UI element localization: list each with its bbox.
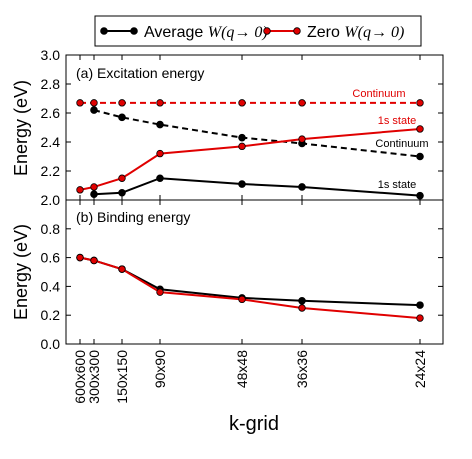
panel-a-data-point: [156, 174, 164, 183]
panel-b-data-point: [76, 253, 84, 262]
panel-b-data-point: [416, 301, 424, 309]
panel-b-series-line-0: [79, 256, 421, 307]
legend-label-zero: Zero W(q→ 0): [307, 24, 404, 41]
legend-marker-zero: [263, 27, 271, 35]
x-tick-label: 300x300: [86, 350, 102, 404]
panel-a-data-point: [76, 99, 84, 107]
panel-a-data-point: [156, 149, 164, 158]
annotation-continuum-zero: Continuum: [352, 88, 405, 100]
x-tick-label: 36x36: [294, 350, 310, 388]
panel-b-title: (b) Binding energy: [76, 209, 190, 225]
panel-b: (b) Binding energy 0.0 0.2 0.4 0.6 0.8: [41, 199, 444, 352]
panel-a-ytick-label: 3.0: [41, 47, 61, 63]
x-tick-label: 600x600: [72, 350, 88, 404]
panel-b-ytick-label: 0.8: [41, 221, 61, 237]
panel-a-title: (a) Excitation energy: [76, 65, 204, 81]
panel-a-ytick-label: 2.2: [41, 163, 61, 179]
panel-a-data-point: [118, 113, 126, 122]
panel-a-data-point: [416, 99, 424, 107]
legend-label-average: Average W(q→ 0): [144, 24, 268, 41]
panel-b-frame: [65, 199, 444, 345]
y-axis-label-a: Energy (eV): [11, 80, 31, 176]
panel-a-data-point: [238, 99, 246, 107]
x-tick-label: 150x150: [114, 350, 130, 404]
panel-a-data-point: [118, 174, 126, 182]
panel-a-data-point: [238, 142, 246, 151]
panel-a-ytick-label: 2.0: [41, 192, 61, 208]
panel-a-data-point: [76, 186, 84, 194]
panel-a-ytick-label: 2.6: [41, 105, 61, 121]
x-tick-label: 48x48: [234, 350, 250, 388]
legend-marker-zero: [293, 27, 301, 35]
panel-a-data-point: [238, 180, 246, 188]
panel-a-ytick-label: 2.8: [41, 76, 61, 92]
panel-a-data-point: [156, 99, 164, 107]
panel-a-data-point: [90, 106, 98, 114]
legend: Average W(q→ 0) Zero W(q→ 0): [94, 15, 422, 47]
panel-b-ytick-label: 0.0: [41, 336, 61, 352]
panel-b-data-point: [298, 297, 306, 305]
legend-marker-average: [130, 27, 138, 35]
panel-a-data-point: [298, 99, 306, 107]
panel-a-data-point: [416, 125, 424, 133]
panel-a-series-line-1: [93, 109, 421, 158]
panel-b-data-point: [416, 314, 424, 322]
panel-a-data-point: [298, 183, 306, 191]
panel-a-series-line-2: [79, 127, 421, 191]
panel-b-ytick-label: 0.6: [41, 250, 61, 266]
panel-b-data-point: [118, 265, 126, 273]
annotation-1s-zero: 1s state: [378, 115, 417, 127]
panel-b-series-line-1: [79, 256, 421, 320]
panel-a-ytick-label: 2.4: [41, 134, 61, 150]
panel-a-data-point: [416, 191, 424, 200]
panel-a-series: [76, 99, 424, 200]
legend-marker-average: [100, 27, 108, 35]
annotation-1s-average: 1s state: [378, 179, 417, 191]
panel-b-yticks: 0.0 0.2 0.4 0.6 0.8: [41, 200, 443, 352]
panel-a-yticks: 2.0 2.2 2.4 2.6 2.8 3.0: [41, 47, 443, 208]
panel-a-data-point: [118, 99, 126, 107]
panel-b-data-point: [238, 295, 246, 304]
panel-b-ytick-label: 0.4: [41, 278, 61, 294]
panel-a: (a) Excitation energy Continuum 1s state…: [41, 47, 444, 208]
legend-box: [94, 15, 422, 47]
y-axis-label-b: Energy (eV): [11, 224, 31, 320]
panel-a-data-point: [298, 135, 306, 143]
panel-a-data-point: [156, 120, 164, 129]
panel-b-ytick-label: 0.2: [41, 307, 61, 323]
annotation-continuum-average: Continuum: [375, 138, 428, 150]
panel-a-data-point: [416, 152, 424, 161]
panel-a-data-point: [238, 133, 246, 142]
panel-b-series: [76, 253, 424, 322]
panel-a-data-point: [90, 190, 98, 198]
x-tick-label: 90x90: [152, 350, 168, 388]
panel-a-data-point: [90, 99, 98, 107]
panel-a-data-point: [90, 183, 98, 191]
x-axis-label: k-grid: [229, 413, 279, 435]
panel-b-data-point: [156, 288, 164, 296]
panel-a-data-point: [118, 188, 126, 197]
x-tick-label: 24x24: [412, 350, 428, 388]
panel-b-data-point: [298, 304, 306, 312]
panel-b-data-point: [90, 256, 98, 265]
panel-a-series-line-0: [93, 177, 421, 197]
